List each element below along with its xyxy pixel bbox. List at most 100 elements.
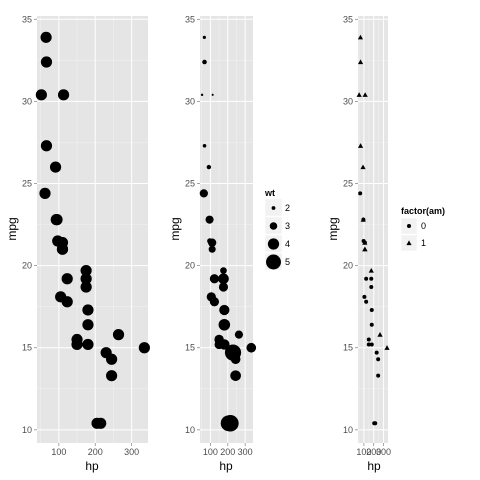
legend-label: 1 xyxy=(421,238,426,248)
legend-label: 5 xyxy=(285,257,290,267)
data-point xyxy=(82,319,94,331)
data-point xyxy=(40,140,53,152)
legend-title: factor(am) xyxy=(401,206,445,216)
data-point xyxy=(138,342,150,354)
plot-background xyxy=(358,16,388,443)
x-tick-label: 300 xyxy=(124,447,139,457)
plot-panel-2: 10 15 20 25 30 35 100 200 300 hp mpg wt 2 3 4 5 xyxy=(168,14,290,473)
data-point xyxy=(218,273,229,285)
data-point xyxy=(209,297,220,307)
grid-lines xyxy=(358,16,388,443)
y-tick-label: 30 xyxy=(343,96,353,106)
data-point xyxy=(358,191,363,196)
y-tick-label: 10 xyxy=(22,425,32,435)
data-point xyxy=(39,187,51,199)
data-point xyxy=(374,350,379,355)
data-points xyxy=(35,31,150,429)
data-point xyxy=(361,217,366,222)
legend-key-symbol xyxy=(406,240,412,246)
legend-label: 0 xyxy=(421,221,426,231)
y-tick-label: 10 xyxy=(185,425,195,435)
data-point xyxy=(230,370,241,381)
data-point xyxy=(222,415,239,432)
y-tick-label: 20 xyxy=(22,261,32,271)
data-point xyxy=(80,281,92,293)
legend-label: 3 xyxy=(285,221,290,231)
x-axis-title: hp xyxy=(219,459,233,473)
y-tick-label: 25 xyxy=(185,179,195,189)
data-point xyxy=(362,92,368,97)
data-point xyxy=(199,189,208,198)
plot-panel-1: 10 15 20 25 30 35 100 200 300 hp mpg xyxy=(5,14,150,473)
data-point xyxy=(357,34,364,40)
data-point xyxy=(214,339,224,350)
data-point xyxy=(200,93,204,97)
data-point xyxy=(364,276,369,281)
data-point xyxy=(376,373,381,378)
data-point xyxy=(373,421,378,426)
data-point xyxy=(112,329,125,341)
data-point xyxy=(366,337,371,342)
data-point xyxy=(56,237,68,249)
data-point xyxy=(202,143,207,148)
data-point xyxy=(362,246,368,252)
data-point xyxy=(384,345,390,350)
legend-key-symbol xyxy=(267,238,280,250)
data-point xyxy=(208,239,216,247)
data-point xyxy=(366,342,371,347)
legend-wt: wt 2 3 4 5 xyxy=(264,188,290,271)
data-point xyxy=(357,59,364,65)
data-point xyxy=(61,273,73,285)
data-point xyxy=(71,338,83,351)
x-tick-label: 200 xyxy=(366,447,381,457)
y-tick-label: 20 xyxy=(185,261,195,271)
data-point xyxy=(51,214,63,226)
data-point xyxy=(356,92,362,97)
x-tick-label: 300 xyxy=(238,447,253,457)
data-point xyxy=(362,240,368,245)
data-point xyxy=(369,322,374,327)
x-axis-title: hp xyxy=(367,459,381,473)
data-point xyxy=(376,357,381,362)
y-tick-label: 10 xyxy=(343,425,353,435)
data-point xyxy=(209,274,220,284)
data-point xyxy=(80,264,92,277)
legend-key-symbol xyxy=(271,206,276,210)
data-point xyxy=(40,56,53,68)
legend-factor-am: factor(am) 0 1 xyxy=(400,206,445,252)
y-axis-title: mpg xyxy=(5,217,19,240)
plot-background xyxy=(200,16,253,443)
y-tick-label: 15 xyxy=(22,343,32,353)
data-point xyxy=(220,267,227,274)
data-point xyxy=(206,164,212,170)
legend-key-symbol xyxy=(266,254,281,270)
data-point xyxy=(219,304,230,316)
data-point xyxy=(377,332,383,337)
y-tick-label: 35 xyxy=(185,14,195,24)
data-point xyxy=(364,299,369,304)
y-axis-title: mpg xyxy=(168,217,182,240)
x-tick-label: 100 xyxy=(203,447,218,457)
data-point xyxy=(82,304,94,316)
y-tick-label: 30 xyxy=(22,96,32,106)
data-point xyxy=(246,342,257,353)
data-point xyxy=(369,284,374,289)
data-point xyxy=(360,164,366,170)
data-point xyxy=(95,417,107,429)
data-point xyxy=(57,89,70,101)
data-point xyxy=(202,35,206,39)
y-tick-labels: 10 15 20 25 30 35 xyxy=(343,14,358,435)
y-tick-label: 30 xyxy=(185,96,195,106)
data-point xyxy=(100,347,112,359)
x-tick-label: 200 xyxy=(88,447,103,457)
x-tick-label: 100 xyxy=(51,447,66,457)
data-point xyxy=(35,89,47,101)
data-point xyxy=(362,294,367,299)
data-point xyxy=(368,267,374,273)
data-point xyxy=(82,338,94,351)
data-point xyxy=(369,307,374,312)
y-tick-labels: 10 15 20 25 30 35 xyxy=(22,14,37,435)
y-tick-label: 25 xyxy=(22,179,32,189)
